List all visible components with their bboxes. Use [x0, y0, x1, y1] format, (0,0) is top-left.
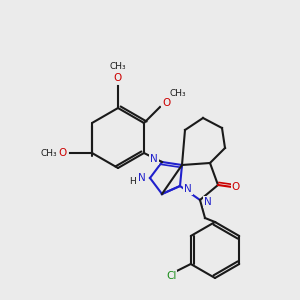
Text: O: O — [162, 98, 170, 108]
Text: H: H — [130, 178, 136, 187]
Text: CH₃: CH₃ — [40, 148, 57, 158]
Text: O: O — [232, 182, 240, 192]
Text: N: N — [150, 154, 158, 164]
Text: CH₃: CH₃ — [110, 62, 126, 71]
Text: O: O — [59, 148, 67, 158]
Text: CH₃: CH₃ — [170, 89, 187, 98]
Text: O: O — [114, 73, 122, 83]
Text: N: N — [138, 173, 146, 183]
Text: Cl: Cl — [167, 271, 177, 281]
Text: N: N — [184, 184, 192, 194]
Text: N: N — [204, 197, 212, 207]
